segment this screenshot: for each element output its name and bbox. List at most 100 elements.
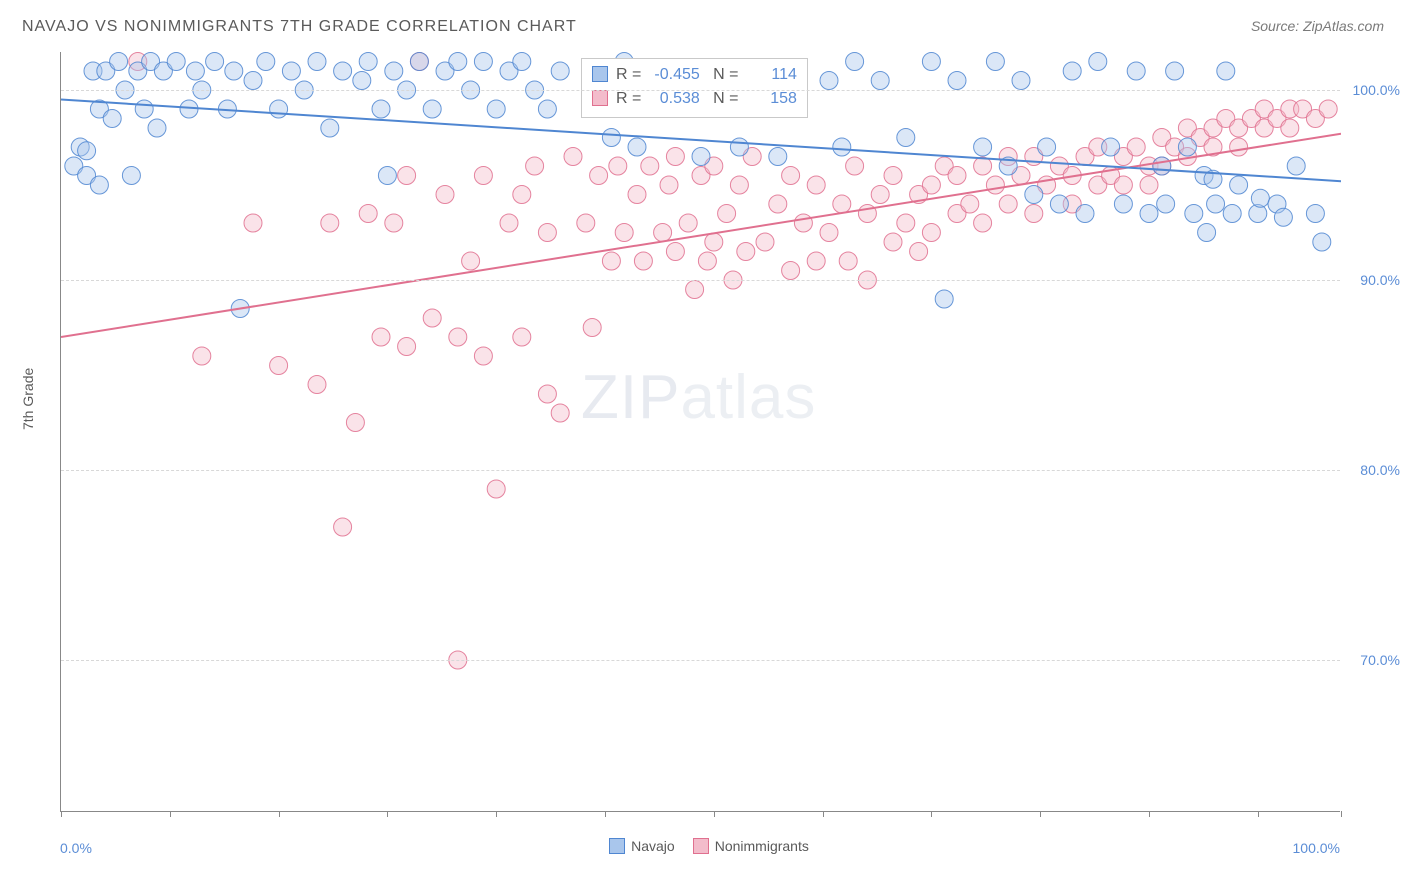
data-point [718, 205, 736, 223]
data-point [1230, 176, 1248, 194]
y-tick-label: 100.0% [1353, 82, 1400, 98]
data-point [372, 100, 390, 118]
data-point [225, 62, 243, 80]
data-point [846, 157, 864, 175]
data-point [922, 224, 940, 242]
data-point [999, 195, 1017, 213]
data-point [641, 157, 659, 175]
data-point [833, 195, 851, 213]
data-point [1217, 62, 1235, 80]
data-point [807, 176, 825, 194]
data-point [353, 72, 371, 90]
data-point [961, 195, 979, 213]
data-point [1166, 62, 1184, 80]
data-point [1140, 176, 1158, 194]
data-point [986, 53, 1004, 71]
x-tick [496, 811, 497, 817]
data-point [583, 319, 601, 337]
data-point [257, 53, 275, 71]
gridline [61, 660, 1340, 661]
data-point [122, 167, 140, 185]
data-point [833, 138, 851, 156]
r-value: -0.455 [646, 63, 700, 87]
data-point [634, 252, 652, 270]
data-point [346, 414, 364, 432]
data-point [871, 186, 889, 204]
gridline [61, 90, 1340, 91]
y-tick-label: 80.0% [1360, 462, 1400, 478]
data-point [1313, 233, 1331, 251]
data-point [884, 167, 902, 185]
data-point [526, 157, 544, 175]
data-point [564, 148, 582, 166]
correlation-chart: NAVAJO VS NONIMMIGRANTS 7TH GRADE CORREL… [0, 0, 1406, 892]
data-point [513, 186, 531, 204]
data-point [686, 281, 704, 299]
data-point [206, 53, 224, 71]
chart-title: NAVAJO VS NONIMMIGRANTS 7TH GRADE CORREL… [22, 18, 577, 36]
data-point [423, 100, 441, 118]
data-point [1063, 62, 1081, 80]
data-point [590, 167, 608, 185]
data-point [737, 243, 755, 261]
data-point [551, 404, 569, 422]
data-point [551, 62, 569, 80]
data-point [654, 224, 672, 242]
data-point [839, 252, 857, 270]
stats-row: R = -0.455 N = 114 [592, 63, 797, 87]
data-point [1140, 205, 1158, 223]
data-point [1025, 205, 1043, 223]
data-point [897, 214, 915, 232]
n-label: N = [713, 90, 738, 107]
data-point [538, 100, 556, 118]
x-max-label: 100.0% [1293, 840, 1340, 856]
y-tick-label: 90.0% [1360, 272, 1400, 288]
data-point [474, 347, 492, 365]
data-point [167, 53, 185, 71]
data-point [1127, 62, 1145, 80]
scatter-svg [61, 52, 1341, 812]
data-point [334, 62, 352, 80]
data-point [769, 195, 787, 213]
legend-swatch [592, 90, 608, 106]
data-point [628, 138, 646, 156]
data-point [974, 214, 992, 232]
data-point [846, 53, 864, 71]
legend-label: Nonimmigrants [715, 838, 809, 854]
data-point [385, 62, 403, 80]
data-point [1230, 138, 1248, 156]
data-point [922, 176, 940, 194]
n-value: 114 [743, 63, 797, 87]
y-axis-label: 7th Grade [20, 368, 36, 430]
data-point [372, 328, 390, 346]
data-point [270, 357, 288, 375]
data-point [820, 72, 838, 90]
data-point [270, 100, 288, 118]
data-point [78, 142, 96, 160]
data-point [449, 53, 467, 71]
data-point [897, 129, 915, 147]
data-point [1089, 53, 1107, 71]
data-point [756, 233, 774, 251]
data-point [1012, 72, 1030, 90]
series-legend: NavajoNonimmigrants [60, 838, 1340, 854]
x-tick [1258, 811, 1259, 817]
data-point [385, 214, 403, 232]
data-point [602, 252, 620, 270]
r-label: R = [616, 66, 641, 83]
data-point [807, 252, 825, 270]
data-point [186, 62, 204, 80]
y-tick-label: 70.0% [1360, 652, 1400, 668]
data-point [1153, 157, 1171, 175]
plot-area: ZIPatlas R = -0.455 N = 114R = 0.538 N =… [60, 52, 1340, 812]
data-point [577, 214, 595, 232]
data-point [1207, 195, 1225, 213]
data-point [660, 176, 678, 194]
data-point [871, 72, 889, 90]
source-label: Source: ZipAtlas.com [1251, 18, 1384, 34]
data-point [1198, 224, 1216, 242]
data-point [538, 224, 556, 242]
data-point [359, 53, 377, 71]
data-point [935, 290, 953, 308]
data-point [378, 167, 396, 185]
